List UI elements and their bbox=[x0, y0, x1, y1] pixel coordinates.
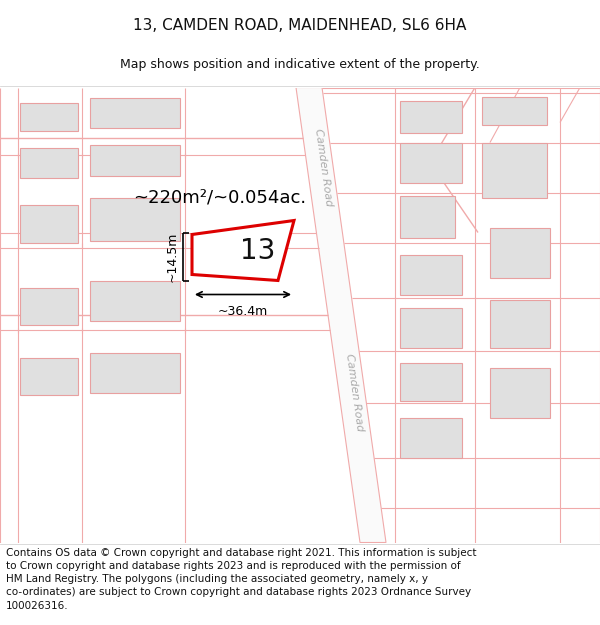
Polygon shape bbox=[20, 288, 78, 324]
Polygon shape bbox=[90, 144, 180, 176]
Polygon shape bbox=[90, 98, 180, 128]
Polygon shape bbox=[490, 228, 550, 278]
Text: ~36.4m: ~36.4m bbox=[218, 304, 268, 318]
Polygon shape bbox=[90, 352, 180, 392]
Polygon shape bbox=[482, 142, 547, 198]
Text: Camden Road: Camden Road bbox=[313, 128, 334, 207]
Text: ~220m²/~0.054ac.: ~220m²/~0.054ac. bbox=[133, 189, 307, 206]
Polygon shape bbox=[400, 254, 462, 294]
Polygon shape bbox=[192, 221, 294, 281]
Text: Contains OS data © Crown copyright and database right 2021. This information is : Contains OS data © Crown copyright and d… bbox=[6, 548, 476, 611]
Text: ~14.5m: ~14.5m bbox=[166, 231, 179, 282]
Polygon shape bbox=[20, 357, 78, 394]
Polygon shape bbox=[400, 308, 462, 348]
Polygon shape bbox=[400, 142, 462, 182]
Polygon shape bbox=[90, 281, 180, 321]
Polygon shape bbox=[20, 148, 78, 178]
Polygon shape bbox=[490, 299, 550, 348]
Polygon shape bbox=[400, 362, 462, 401]
Polygon shape bbox=[20, 102, 78, 131]
Polygon shape bbox=[482, 96, 547, 124]
Text: Map shows position and indicative extent of the property.: Map shows position and indicative extent… bbox=[120, 58, 480, 71]
Polygon shape bbox=[400, 418, 462, 457]
Polygon shape bbox=[296, 88, 386, 542]
Polygon shape bbox=[20, 204, 78, 242]
Text: Camden Road: Camden Road bbox=[344, 353, 365, 432]
Polygon shape bbox=[490, 368, 550, 418]
Text: 13, CAMDEN ROAD, MAIDENHEAD, SL6 6HA: 13, CAMDEN ROAD, MAIDENHEAD, SL6 6HA bbox=[133, 18, 467, 33]
Text: 13: 13 bbox=[241, 236, 275, 264]
Polygon shape bbox=[400, 196, 455, 238]
Polygon shape bbox=[90, 198, 180, 241]
Polygon shape bbox=[400, 101, 462, 132]
